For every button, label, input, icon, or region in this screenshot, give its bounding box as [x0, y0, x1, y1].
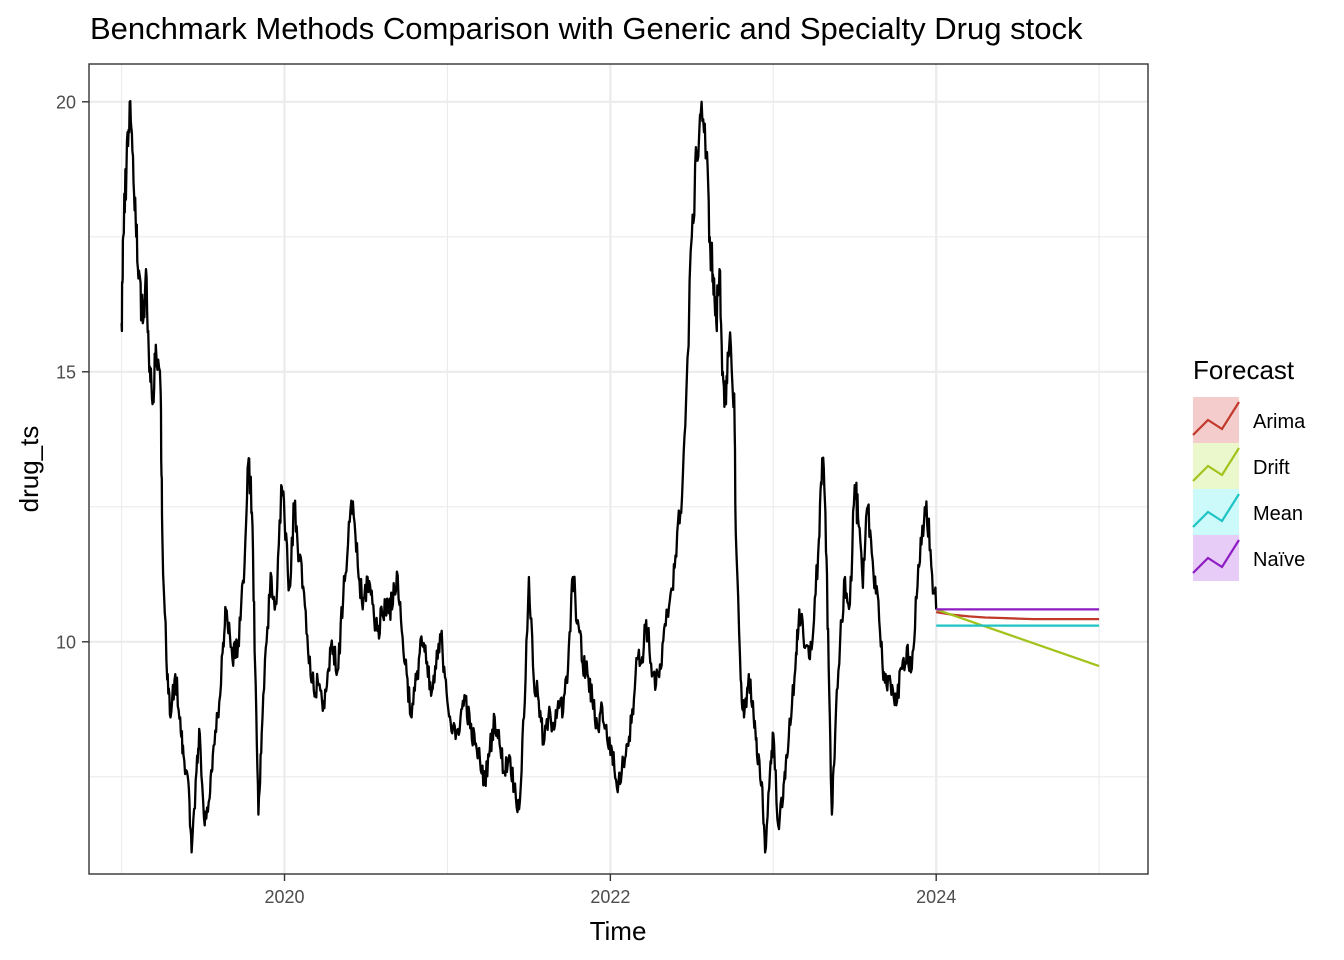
x-axis: 2020 2022 2024 — [264, 874, 956, 907]
x-tick-label: 2024 — [916, 887, 956, 907]
legend-key-arima — [1193, 397, 1239, 443]
plot-panel — [89, 64, 1148, 874]
legend-key-nave — [1193, 535, 1239, 581]
y-tick-label: 20 — [56, 92, 76, 112]
legend: Forecast Arima Drift Mean Naïve — [1193, 355, 1306, 581]
legend-label-drift: Drift — [1253, 457, 1290, 479]
x-axis-title: Time — [590, 916, 647, 946]
legend-label-mean: Mean — [1253, 503, 1303, 525]
y-tick-label: 15 — [56, 362, 76, 382]
legend-items: Arima Drift Mean Naïve — [1193, 397, 1306, 581]
legend-key-mean — [1193, 489, 1239, 535]
y-tick-label: 10 — [56, 632, 76, 652]
legend-key-drift — [1193, 443, 1239, 489]
y-axis-title: drug_ts — [14, 426, 44, 513]
x-tick-label: 2020 — [264, 887, 304, 907]
legend-label-arima: Arima — [1253, 411, 1306, 433]
legend-label-nave: Naïve — [1253, 549, 1305, 571]
y-axis: 10 15 20 — [56, 92, 89, 652]
x-tick-label: 2022 — [590, 887, 630, 907]
legend-title: Forecast — [1193, 355, 1295, 385]
chart-title: Benchmark Methods Comparison with Generi… — [90, 11, 1083, 46]
